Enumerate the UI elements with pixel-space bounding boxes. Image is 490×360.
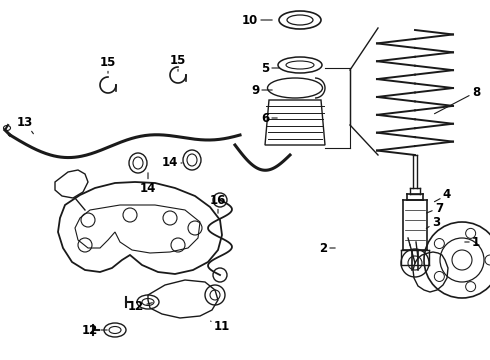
Text: 10: 10 xyxy=(242,13,272,27)
Text: 13: 13 xyxy=(17,116,33,134)
Text: 12: 12 xyxy=(128,301,152,314)
Text: 8: 8 xyxy=(435,85,480,114)
Text: 16: 16 xyxy=(210,194,226,213)
Text: 4: 4 xyxy=(435,189,451,202)
Text: 11: 11 xyxy=(211,320,230,333)
Text: 1: 1 xyxy=(465,235,480,248)
Text: 7: 7 xyxy=(427,202,443,215)
Text: 3: 3 xyxy=(426,216,440,229)
Text: 15: 15 xyxy=(100,55,116,73)
Text: 6: 6 xyxy=(261,112,277,125)
Text: 5: 5 xyxy=(261,62,279,75)
Text: 14: 14 xyxy=(162,157,182,170)
Text: 15: 15 xyxy=(170,54,186,71)
Text: 14: 14 xyxy=(140,173,156,194)
Text: 9: 9 xyxy=(251,84,272,96)
Text: 12: 12 xyxy=(82,324,107,337)
Text: 2: 2 xyxy=(319,242,335,255)
